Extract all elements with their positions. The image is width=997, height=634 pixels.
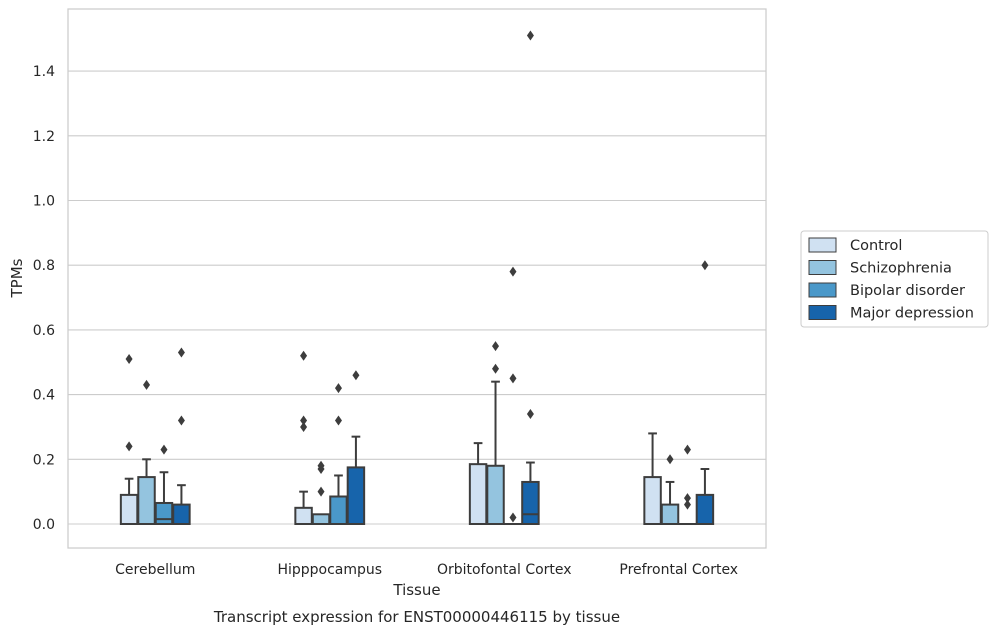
y-tick-label: 0.2	[33, 452, 55, 468]
outlier-point	[300, 415, 308, 426]
outlier-point	[143, 379, 151, 390]
box-control	[643, 432, 662, 525]
box-major-depression	[521, 30, 540, 526]
legend-label: Bipolar disorder	[850, 283, 965, 299]
y-tick-label: 0.0	[33, 517, 55, 533]
outlier-point	[334, 415, 342, 426]
outlier-point	[334, 383, 342, 394]
outlier-point	[177, 347, 185, 358]
box-bipolar-disorder	[154, 444, 174, 526]
box-schizophrenia	[137, 379, 156, 525]
box-rect	[329, 495, 348, 526]
box-rect	[468, 463, 488, 525]
box-control	[119, 354, 139, 526]
plot-frame	[67, 8, 767, 549]
legend-swatch	[808, 305, 837, 320]
outlier-point	[683, 444, 691, 455]
outlier-point	[509, 373, 517, 384]
grid-lines	[68, 70, 766, 525]
box-major-depression	[695, 260, 715, 526]
box-rect	[346, 466, 366, 526]
y-tick-label: 0.8	[33, 258, 55, 274]
plot-area	[68, 9, 766, 548]
box-series-group	[119, 30, 715, 526]
box-rect	[643, 476, 662, 525]
box-rect	[137, 476, 156, 525]
outlier-point	[352, 370, 360, 381]
legend-frame	[800, 230, 989, 328]
box-schizophrenia	[486, 341, 505, 525]
y-axis-title: TPMs	[8, 258, 26, 298]
x-axis-title: Tissue	[392, 581, 440, 599]
y-tick-label: 1.4	[33, 64, 55, 80]
x-tick-labels: Cerebellum Hipppocampus Orbitofontal Corte…	[115, 562, 738, 578]
box-control	[294, 350, 313, 526]
x-tick-label: Prefrontal Cortex	[619, 562, 738, 578]
box-rect	[486, 464, 505, 525]
outlier-point	[526, 30, 534, 41]
outlier-point	[526, 409, 534, 420]
y-tick-label: 1.0	[33, 194, 55, 210]
outlier-point	[317, 460, 325, 471]
y-tick-label: 0.6	[33, 323, 55, 339]
box-schizophrenia	[660, 454, 680, 525]
box-major-depression	[346, 370, 366, 526]
outlier-point	[509, 512, 517, 523]
legend-swatch	[808, 282, 837, 298]
outlier-point	[683, 499, 691, 510]
x-tick-label: Cerebellum	[115, 562, 195, 578]
box-rect	[521, 480, 540, 526]
box-major-depression	[172, 347, 191, 525]
legend: Control Schizophrenia Bipolar disorder Majo…	[800, 230, 989, 328]
y-tick-label: 1.2	[33, 129, 55, 145]
box-rect	[172, 503, 191, 525]
legend-label: Schizophrenia	[850, 261, 952, 277]
outlier-point	[125, 354, 133, 365]
y-tick-labels: 0.0 0.2 0.4 0.6 0.8 1.0 1.2 1.4	[33, 64, 55, 533]
outlier-point	[160, 444, 168, 455]
outlier-point	[683, 493, 691, 504]
outlier-point	[701, 260, 709, 271]
x-tick-label: Orbitofontal Cortex	[437, 562, 572, 578]
outlier-point	[125, 441, 133, 452]
box-schizophrenia	[311, 460, 331, 525]
outlier-point	[300, 421, 308, 432]
outlier-point	[317, 486, 325, 497]
outlier-point	[666, 454, 674, 465]
box-bipolar-disorder	[678, 444, 697, 526]
legend-swatch	[808, 237, 837, 253]
box-rect	[695, 493, 715, 526]
y-tick-label: 0.4	[33, 388, 55, 404]
box-rect	[294, 506, 313, 526]
box-bipolar-disorder	[329, 383, 348, 526]
box-rect	[154, 501, 174, 526]
outlier-point	[492, 341, 500, 352]
chart-caption: Transcript expression for ENST0000044611…	[213, 608, 620, 626]
box-bipolar-disorder	[503, 266, 523, 526]
x-tick-label: Hipppocampus	[277, 562, 382, 578]
legend-label: Major depression	[850, 306, 974, 322]
box-rect	[660, 503, 680, 525]
legend-label: Control	[850, 238, 902, 254]
outlier-point	[300, 350, 308, 361]
box-rect	[311, 513, 331, 525]
outlier-point	[509, 266, 517, 277]
outlier-point	[492, 363, 500, 374]
legend-swatch	[808, 260, 837, 275]
box-rect	[119, 493, 139, 526]
outlier-point	[177, 415, 185, 426]
